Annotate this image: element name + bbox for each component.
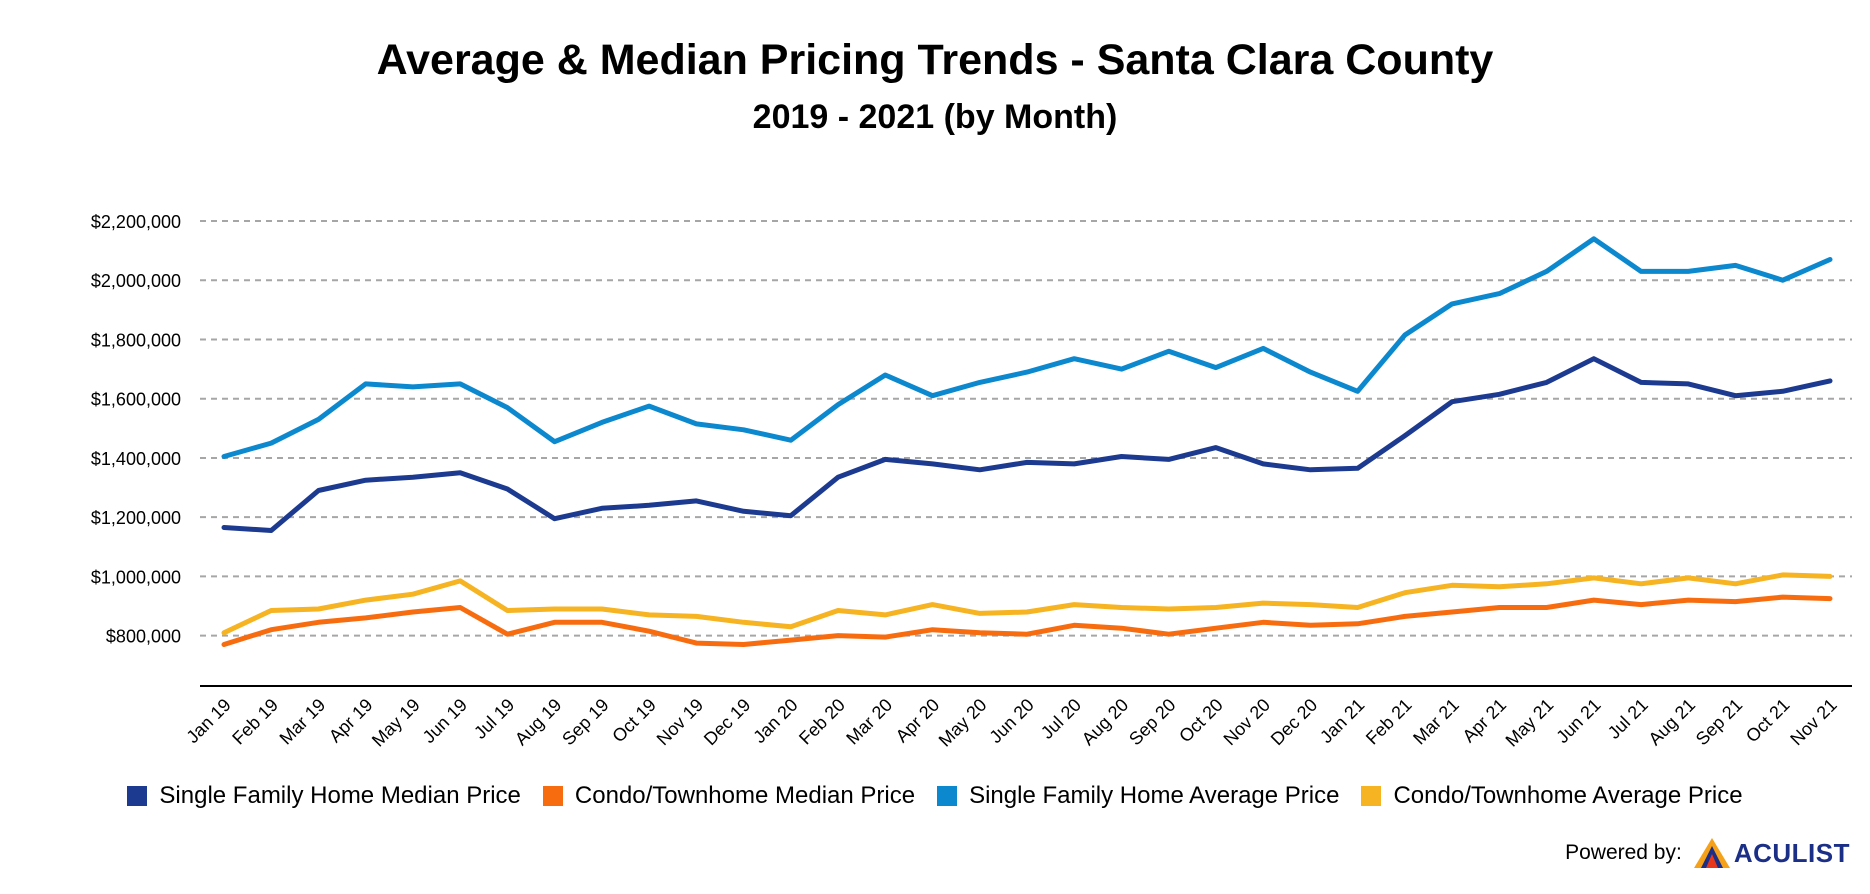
legend-label: Single Family Home Average Price xyxy=(969,782,1340,809)
y-tick-label: $2,200,000 xyxy=(91,212,181,232)
x-tick-label: Sep 20 xyxy=(1125,695,1179,749)
x-tick-label: Feb 21 xyxy=(1362,695,1416,749)
x-tick-label: Dec 20 xyxy=(1267,695,1321,749)
y-tick-label: $1,200,000 xyxy=(91,508,181,528)
powered-by-label: Powered by: xyxy=(1565,841,1682,864)
x-tick-label: Oct 19 xyxy=(608,695,660,747)
x-tick-label: May 20 xyxy=(935,695,991,751)
chart-subtitle: 2019 - 2021 (by Month) xyxy=(752,98,1118,136)
series-line-single-family-home-average-price xyxy=(221,236,1833,459)
powered-by-footer: Powered by: ACULIST xyxy=(1565,836,1850,870)
x-tick-label: Mar 21 xyxy=(1409,695,1463,749)
legend-item-sfh-median: Single Family Home Median Price xyxy=(127,782,521,810)
series-line-condo-townhome-average-price xyxy=(221,572,1833,636)
x-tick-label: Aug 21 xyxy=(1645,695,1699,749)
x-tick-label: Aug 20 xyxy=(1078,695,1132,749)
y-tick-label: $1,400,000 xyxy=(91,449,181,469)
aculist-logo-icon xyxy=(1693,838,1730,868)
x-tick-label: Jan 19 xyxy=(182,695,234,747)
x-tick-label: Mar 20 xyxy=(842,695,896,749)
legend-item-sfh-average: Single Family Home Average Price xyxy=(937,782,1339,810)
y-tick-label: $1,800,000 xyxy=(91,330,181,350)
x-tick-label: Jan 21 xyxy=(1316,695,1368,747)
aculist-logo-text: ACULIST xyxy=(1733,837,1850,868)
y-tick-label: $2,000,000 xyxy=(91,271,181,291)
legend-swatch xyxy=(127,786,148,806)
line-chart: $800,000 $1,000,000 $1,200,000 $1,400,000 $1… xyxy=(91,212,1852,751)
y-tick-label: $1,600,000 xyxy=(91,390,181,410)
x-tick-label: Jun 20 xyxy=(985,695,1037,747)
legend-item-condo-median: Condo/Townhome Median Price xyxy=(542,782,916,810)
x-tick-label: Jan 20 xyxy=(749,695,801,747)
legend-swatch xyxy=(937,786,958,806)
x-tick-label: Nov 21 xyxy=(1786,695,1840,749)
legend-swatch xyxy=(1361,786,1382,806)
x-tick-label: Jun 19 xyxy=(419,695,471,747)
aculist-logo: ACULIST xyxy=(1692,836,1850,870)
y-tick-label: $1,000,000 xyxy=(91,567,181,587)
x-tick-label: Aug 19 xyxy=(511,695,565,749)
legend-item-condo-average: Condo/Townhome Average Price xyxy=(1361,782,1743,810)
series-line-single-family-home-median-price xyxy=(221,356,1833,533)
x-tick-label: Nov 19 xyxy=(653,695,707,749)
x-tick-label: Feb 19 xyxy=(228,695,282,749)
x-tick-label: Dec 19 xyxy=(700,695,754,749)
legend-label: Condo/Townhome Average Price xyxy=(1393,782,1743,809)
x-tick-label: Nov 20 xyxy=(1220,695,1274,749)
y-tick-label: $800,000 xyxy=(106,627,181,647)
x-tick-label: Feb 20 xyxy=(795,695,849,749)
x-tick-label: Mar 19 xyxy=(276,695,330,749)
x-tick-label: Oct 20 xyxy=(1175,695,1227,747)
series-line-condo-townhome-median-price xyxy=(221,594,1833,647)
legend-label: Single Family Home Median Price xyxy=(159,782,521,809)
x-tick-label: Oct 21 xyxy=(1742,695,1794,747)
legend-swatch xyxy=(542,786,563,806)
x-tick-label: Jun 21 xyxy=(1552,695,1604,747)
chart-legend: Single Family Home Median Price Condo/To… xyxy=(0,782,1870,810)
chart-title: Average & Median Pricing Trends - Santa … xyxy=(376,36,1494,84)
x-tick-label: Sep 21 xyxy=(1692,695,1746,749)
x-tick-label: May 19 xyxy=(368,695,424,751)
x-tick-label: Sep 19 xyxy=(558,695,612,749)
x-tick-label: May 21 xyxy=(1502,695,1558,751)
legend-label: Condo/Townhome Median Price xyxy=(574,782,916,809)
